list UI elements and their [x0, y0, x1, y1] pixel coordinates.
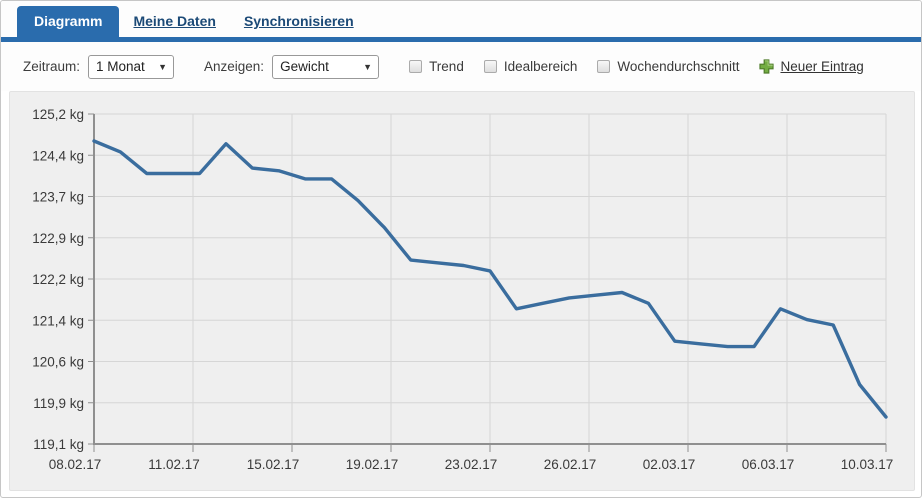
anzeigen-label: Anzeigen: [204, 59, 265, 74]
svg-text:121,4 kg: 121,4 kg [32, 313, 84, 328]
svg-text:120,6 kg: 120,6 kg [32, 355, 84, 370]
new-entry-link[interactable]: Neuer Eintrag [759, 59, 864, 74]
zeitraum-select[interactable]: 1 Monat ▼ [88, 54, 175, 79]
tab-diagramm[interactable]: Diagramm [17, 6, 120, 37]
tab-meine-daten[interactable]: Meine Daten [133, 13, 216, 29]
idealbereich-checkbox-label: Idealbereich [503, 59, 578, 74]
svg-text:23.02.17: 23.02.17 [445, 457, 498, 472]
idealbereich-checkbox[interactable] [483, 60, 497, 73]
wochendurchschnitt-checkbox[interactable] [597, 60, 611, 73]
svg-text:10.03.17: 10.03.17 [841, 457, 894, 472]
svg-text:02.03.17: 02.03.17 [643, 457, 696, 472]
zeitraum-select-value: 1 Monat [96, 59, 145, 74]
svg-text:122,9 kg: 122,9 kg [32, 231, 84, 246]
wochendurchschnitt-checkbox-label: Wochendurchschnitt [617, 59, 740, 74]
trend-checkbox-label: Trend [429, 59, 464, 74]
trend-option: Trend [409, 59, 464, 74]
chevron-down-icon: ▼ [363, 61, 373, 72]
tab-synchronisieren[interactable]: Synchronisieren [243, 13, 354, 29]
plus-icon[interactable] [759, 59, 775, 74]
trend-checkbox[interactable] [409, 60, 423, 73]
chart-toolbar: Zeitraum: 1 Monat ▼ Anzeigen: Gewicht ▼ … [1, 42, 921, 91]
svg-text:125,2 kg: 125,2 kg [32, 107, 84, 122]
anzeigen-select-value: Gewicht [280, 59, 329, 74]
svg-text:08.02.17: 08.02.17 [49, 457, 102, 472]
svg-text:26.02.17: 26.02.17 [544, 457, 597, 472]
svg-text:119,1 kg: 119,1 kg [33, 437, 84, 452]
wochendurchschnitt-option: Wochendurchschnitt [597, 59, 739, 74]
new-entry-label: Neuer Eintrag [780, 59, 864, 74]
chevron-down-icon: ▼ [158, 61, 168, 72]
tab-accent-bar [1, 37, 921, 42]
svg-text:124,4 kg: 124,4 kg [32, 148, 84, 163]
svg-text:15.02.17: 15.02.17 [247, 457, 300, 472]
svg-text:122,2 kg: 122,2 kg [32, 272, 84, 287]
svg-text:19.02.17: 19.02.17 [346, 457, 399, 472]
zeitraum-label: Zeitraum: [23, 59, 81, 74]
svg-text:11.02.17: 11.02.17 [148, 457, 200, 472]
idealbereich-option: Idealbereich [483, 59, 578, 74]
weight-chart: 125,2 kg 124,4 kg 123,7 kg 122,9 kg 122,2 kg… [32, 107, 894, 472]
svg-text:123,7 kg: 123,7 kg [32, 190, 84, 205]
svg-text:119,9 kg: 119,9 kg [33, 396, 84, 411]
chart-panel: 125,2 kg 124,4 kg 123,7 kg 122,9 kg 122,2 kg… [9, 91, 915, 491]
svg-text:06.03.17: 06.03.17 [742, 457, 795, 472]
anzeigen-select[interactable]: Gewicht ▼ [272, 54, 380, 79]
tab-bar: Diagramm Meine Daten Synchronisieren [1, 1, 921, 37]
